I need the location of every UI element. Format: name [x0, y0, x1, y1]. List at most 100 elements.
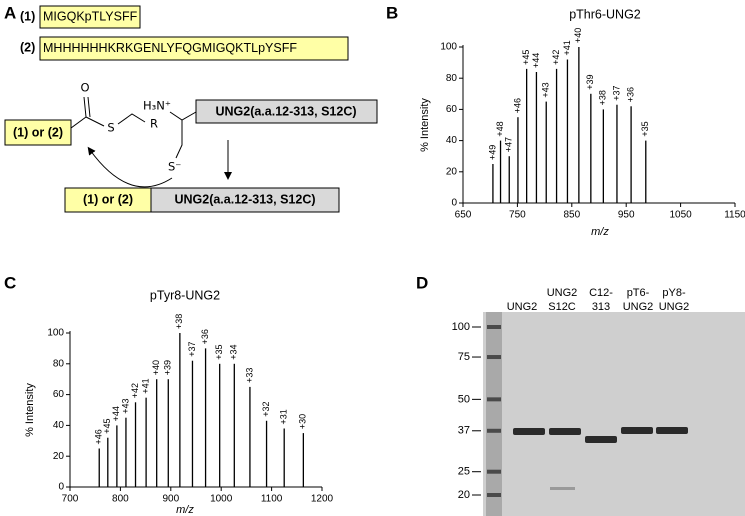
lane-label: pY8- — [662, 287, 686, 299]
lane-label: UNG2 — [547, 287, 578, 299]
product-label: (1) or (2) — [83, 192, 133, 206]
panel-label: C — [4, 273, 16, 292]
ladder-band — [487, 325, 501, 329]
band — [549, 428, 581, 435]
gel-background — [483, 312, 745, 516]
peptide-number: (2) — [20, 40, 35, 54]
x-tick-label: 750 — [509, 210, 526, 221]
peak-label: +30 — [298, 414, 308, 429]
peak-label: +33 — [244, 368, 254, 383]
peptide-box — [39, 5, 141, 29]
y-axis-label: % Intensity — [419, 98, 431, 152]
band — [621, 427, 653, 434]
thioester-label: (1) or (2) — [13, 125, 63, 139]
x-tick-label: 1050 — [669, 210, 692, 221]
panel-label: D — [416, 273, 428, 292]
peak-label: +31 — [279, 409, 289, 424]
peak-label: +35 — [640, 121, 650, 136]
peptide-sequence: MHHHHHHKRKGENLYFQGMIGQKTLpYSFF — [43, 41, 297, 55]
y-tick-label: 40 — [446, 135, 458, 146]
peak-label: +39 — [585, 75, 595, 90]
ladder-band — [487, 493, 501, 497]
chart-title: pTyr8-UNG2 — [150, 288, 220, 302]
marker-label: 25 — [458, 466, 470, 478]
peak-label: +36 — [200, 329, 210, 344]
y-tick-label: 80 — [446, 73, 458, 84]
panel-label: B — [386, 3, 398, 22]
x-axis-label: m/z — [176, 504, 194, 516]
x-tick-label: 900 — [162, 494, 179, 505]
amine: H₃N⁺ — [143, 99, 171, 113]
ladder-lane — [486, 312, 502, 516]
bonds — [70, 96, 146, 129]
gel: UNG2 UNG2 S12C C12- 313 pT6- UNG2 pY8- UNG2 100 75… — [452, 287, 745, 516]
peak-label: +45 — [521, 50, 531, 65]
y-tick-label: 20 — [53, 451, 65, 462]
peak-label: +42 — [551, 50, 561, 65]
y-tick-label: 40 — [53, 420, 65, 431]
peak-label: +46 — [512, 98, 522, 113]
thiolate: S⁻ — [168, 160, 181, 174]
marker-label: 100 — [452, 321, 470, 333]
lane-label: UNG2 — [623, 301, 654, 313]
peptide-box — [39, 36, 349, 61]
peak-label: +47 — [504, 137, 514, 152]
x-tick-label: 800 — [112, 494, 129, 505]
peak-label: +34 — [229, 345, 239, 360]
curved-arrow — [87, 146, 173, 188]
panel-label: A — [4, 3, 16, 22]
x-axis-label: m/z — [591, 226, 609, 238]
lane-label: C12- — [589, 287, 613, 299]
x-tick-label: 1150 — [724, 210, 745, 221]
y-tick-label: 0 — [451, 198, 457, 209]
marker-label: 50 — [458, 393, 470, 405]
lane-label: UNG2 — [507, 301, 538, 313]
x-tick-label: 700 — [62, 494, 79, 505]
protein-label: UNG2(a.a.12-313, S12C) — [215, 104, 356, 118]
peak-label: +40 — [573, 28, 583, 43]
peak-label: +36 — [625, 87, 635, 102]
marker-label: 37 — [458, 425, 470, 437]
peptide-sequence: MIGQKpTLYSFF — [43, 9, 138, 23]
sulfur: S — [107, 121, 114, 135]
product-protein-box — [150, 187, 340, 213]
y-tick-label: 100 — [440, 42, 457, 53]
y-tick-label: 20 — [446, 166, 458, 177]
y-tick-label: 60 — [446, 104, 458, 115]
peak-label: +43 — [541, 82, 551, 97]
peak-label: +46 — [94, 429, 104, 444]
peak-label: +41 — [140, 378, 150, 393]
lane-label: UNG2 — [659, 301, 690, 313]
peak-label: +37 — [187, 341, 197, 356]
scheme: (1) MIGQKpTLYSFF (2) MHHHHHHKRKGENLYFQGM… — [4, 5, 378, 213]
ladder-band — [487, 469, 501, 474]
r-group: R — [150, 117, 158, 131]
peak-label: +48 — [495, 121, 505, 136]
peak-label: +41 — [562, 40, 572, 55]
peptide-number: (1) — [20, 9, 35, 23]
peak-label: +32 — [261, 401, 271, 416]
product-peptide-box — [64, 187, 152, 213]
ladder-band — [487, 355, 501, 360]
y-tick-label: 0 — [58, 482, 64, 493]
marker-label: 75 — [458, 351, 470, 363]
x-tick-label: 1000 — [210, 494, 233, 505]
peak-label: +38 — [598, 90, 608, 105]
peak-label: +39 — [163, 360, 173, 375]
lane-label: pT6- — [627, 287, 650, 299]
x-tick-label: 850 — [563, 210, 580, 221]
peak-label: +44 — [111, 406, 121, 421]
faint-band — [550, 487, 575, 490]
protein-box — [195, 99, 378, 124]
x-tick-label: 1200 — [311, 494, 334, 505]
ladder-band — [487, 428, 501, 433]
y-axis-label: % Intensity — [24, 383, 36, 437]
band — [656, 427, 688, 434]
chart-title: pThr6-UNG2 — [569, 7, 641, 21]
peak-label: +45 — [102, 418, 112, 433]
peak-label: +40 — [151, 360, 161, 375]
y-tick-label: 100 — [47, 328, 64, 339]
oxygen: O — [80, 81, 89, 95]
lane-label: S12C — [548, 301, 576, 313]
